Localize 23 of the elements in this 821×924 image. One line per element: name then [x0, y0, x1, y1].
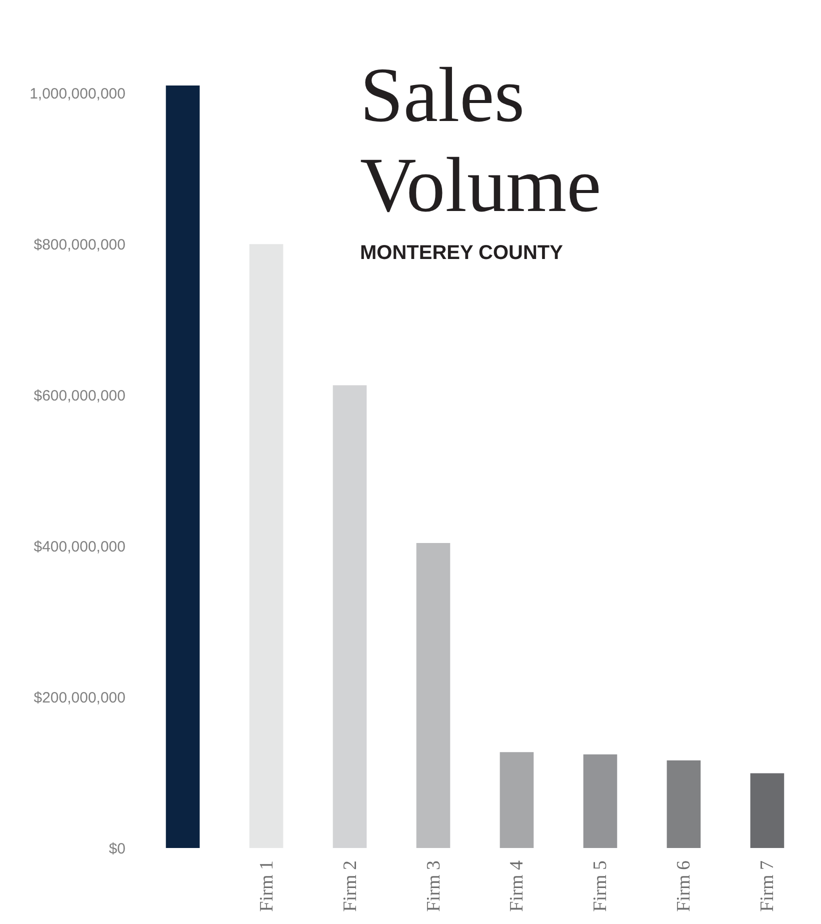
y-tick-label: $400,000,000 — [34, 538, 126, 556]
y-tick-label: $200,000,000 — [34, 690, 126, 707]
y-tick-label: $800,000,000 — [34, 236, 126, 254]
bar — [750, 773, 784, 848]
bar — [416, 543, 450, 848]
y-tick-label: 1,000,000,000 — [30, 86, 126, 103]
x-tick-label: Firm 4 — [506, 860, 528, 912]
x-tick-label: Firm 2 — [340, 860, 361, 912]
bar — [583, 754, 618, 848]
x-tick-label: Firm 3 — [423, 860, 444, 912]
x-tick-label: Firm 6 — [674, 860, 695, 912]
text: MONTEREY COUNTY — [360, 242, 564, 264]
bar — [332, 385, 367, 848]
bar — [666, 760, 701, 848]
chart-title: Sales Volume — [360, 51, 602, 228]
y-tick-label: $600,000,000 — [34, 388, 126, 405]
y-tick-label: $0 — [108, 840, 126, 858]
x-tick-label: Firm 1 — [256, 860, 278, 912]
x-tick-label: Firm 7 — [757, 860, 778, 912]
x-tick-label: Firm 5 — [590, 860, 612, 912]
bar — [500, 752, 534, 848]
bar — [249, 244, 284, 848]
bar — [166, 86, 200, 848]
